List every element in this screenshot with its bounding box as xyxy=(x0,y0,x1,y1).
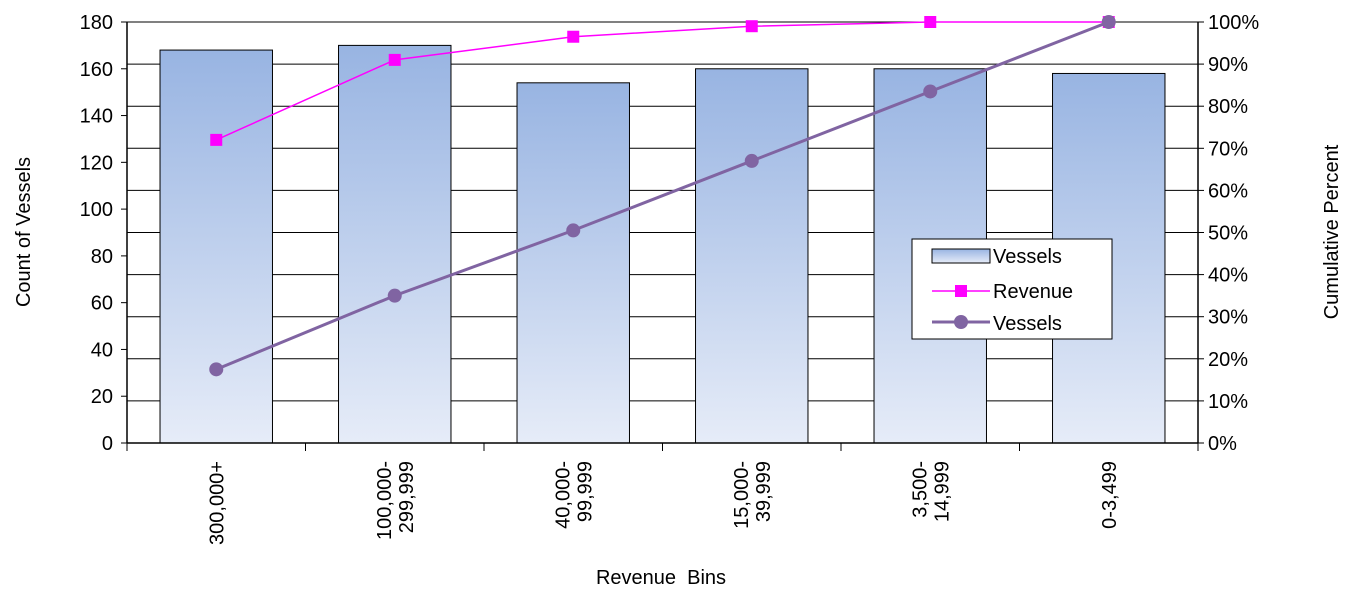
y2-tick-label: 70% xyxy=(1208,138,1248,160)
x-tick-label-line: 100,000- xyxy=(374,461,396,540)
y-tick-label: 0 xyxy=(102,433,113,455)
y2-tick-label: 30% xyxy=(1208,307,1248,329)
x-tick-label: 100,000-299,999 xyxy=(374,461,418,540)
line-series xyxy=(209,15,1116,377)
line-revenue-path xyxy=(215,21,1109,141)
line-point xyxy=(388,53,401,66)
line-point xyxy=(387,288,402,303)
y2-tick-label: 40% xyxy=(1208,265,1248,287)
y-tick-label: 120 xyxy=(80,152,113,174)
y-tick-label: 60 xyxy=(91,293,113,315)
line-point xyxy=(209,362,224,377)
x-tick-label-line: 39,999 xyxy=(753,461,775,522)
y-tick-label: 20 xyxy=(91,386,113,408)
tick-labels: 0 20 40 60 80 100 120 140 160 180 0% 10% 20% 30% 40% 50… xyxy=(80,12,1260,545)
y2-tick-label: 20% xyxy=(1208,349,1248,371)
legend-label-revenue: Revenue xyxy=(993,281,1073,303)
y2-tick-label: 90% xyxy=(1208,54,1248,76)
bar xyxy=(338,44,452,444)
line-point xyxy=(210,133,223,146)
x-tick-label: 15,000-39,999 xyxy=(731,461,775,529)
y-tick-label: 80 xyxy=(91,246,113,268)
y2-axis-title: Cumulative Percent xyxy=(1321,144,1343,319)
line-point xyxy=(744,153,759,168)
y2-tick-label: 80% xyxy=(1208,96,1248,118)
y-tick-label: 160 xyxy=(80,59,113,81)
x-tick-label-line: 14,999 xyxy=(931,461,953,522)
legend-marker-vessels-cumulative xyxy=(954,315,968,329)
y2-tick-label: 0% xyxy=(1208,433,1237,455)
bar xyxy=(159,49,273,444)
x-tick-label-line: 40,000- xyxy=(552,461,574,529)
y2-tick-label: 60% xyxy=(1208,180,1248,202)
x-tick-label-line: 299,999 xyxy=(396,461,418,533)
legend-marker-revenue xyxy=(955,285,967,297)
y2-tick-label: 100% xyxy=(1208,12,1259,34)
y-tick-label: 180 xyxy=(80,12,113,34)
y2-tick-label: 50% xyxy=(1208,223,1248,245)
x-tick-label: 0-3,499 xyxy=(1099,461,1121,529)
bar xyxy=(695,68,809,444)
x-tick-label-line: 3,500- xyxy=(909,461,931,518)
line-point xyxy=(1101,15,1116,29)
x-tick-label: 40,000-99,999 xyxy=(552,461,596,529)
legend: Vessels Revenue Vessels xyxy=(911,238,1113,340)
y-axis-title: Count of Vessels xyxy=(13,157,35,307)
legend-label-vessels-bar: Vessels xyxy=(993,246,1062,268)
y-tick-label: 40 xyxy=(91,339,113,361)
x-tick-label-line: 15,000- xyxy=(731,461,753,529)
line-vessels-path xyxy=(215,20,1110,371)
gridlines xyxy=(127,21,1198,402)
x-tick-label: 300,000+ xyxy=(206,461,228,545)
y-tick-label: 140 xyxy=(80,106,113,128)
x-tick-label-line: 300,000+ xyxy=(206,461,228,545)
line-point xyxy=(923,84,938,99)
x-tick-label-line: 0-3,499 xyxy=(1099,461,1121,529)
axes xyxy=(121,21,1204,451)
line-point xyxy=(924,16,937,28)
line-point xyxy=(567,30,580,43)
legend-label-vessels-cumulative: Vessels xyxy=(993,313,1062,335)
x-axis-title: Revenue Bins xyxy=(596,567,726,589)
line-point xyxy=(745,20,758,33)
line-point xyxy=(566,223,581,238)
bar xyxy=(516,82,630,444)
y-tick-label: 100 xyxy=(80,199,113,221)
x-tick-label-line: 99,999 xyxy=(574,461,596,522)
y2-tick-label: 10% xyxy=(1208,391,1248,413)
legend-swatch-vessels-bar xyxy=(931,248,991,264)
x-tick-label: 3,500-14,999 xyxy=(909,461,953,522)
